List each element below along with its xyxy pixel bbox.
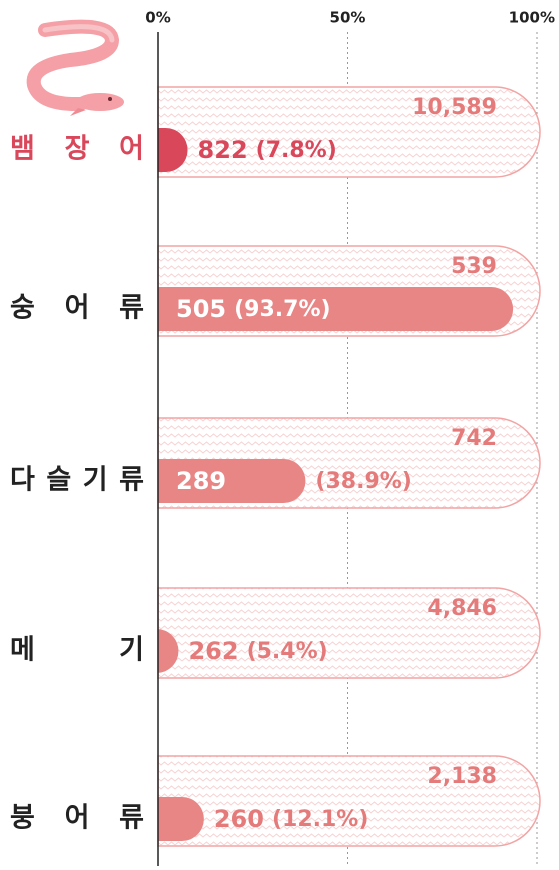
total-label: 4,846 <box>427 596 497 621</box>
value-bar <box>158 797 204 841</box>
count-label: 822 <box>198 136 248 164</box>
value-label: (7.8%) <box>256 138 337 163</box>
value-label: (12.1%) <box>272 807 368 832</box>
category-label: 다슬기류 <box>10 465 144 496</box>
total-label: 539 <box>451 254 497 279</box>
total-label: 10,589 <box>412 95 497 120</box>
total-bar <box>157 755 541 847</box>
count-label: 505 <box>176 295 226 323</box>
x-tick-label: 0% <box>145 9 170 27</box>
category-label: 붕어류 <box>10 803 144 834</box>
count-label: 262 <box>188 637 238 665</box>
x-tick-label: 100% <box>509 9 555 27</box>
value-label: (5.4%) <box>247 639 328 664</box>
value-bar <box>158 128 188 172</box>
count-label: 289 <box>176 467 226 495</box>
category-label: 숭어류 <box>10 293 144 324</box>
category-label: 뱀장어 <box>10 134 144 165</box>
eel-icon <box>26 19 124 116</box>
category-label: 메기 <box>10 635 144 666</box>
value-bar <box>158 459 306 503</box>
value-bar <box>156 629 179 673</box>
value-label: (38.9%) <box>315 469 411 494</box>
count-label: 260 <box>214 805 264 833</box>
total-bar <box>157 587 541 679</box>
total-label: 2,138 <box>427 764 497 789</box>
x-tick-label: 50% <box>330 9 366 27</box>
value-bar <box>158 287 514 331</box>
total-bar <box>157 86 541 178</box>
value-label: (93.7%) <box>234 297 330 322</box>
total-label: 742 <box>451 426 497 451</box>
